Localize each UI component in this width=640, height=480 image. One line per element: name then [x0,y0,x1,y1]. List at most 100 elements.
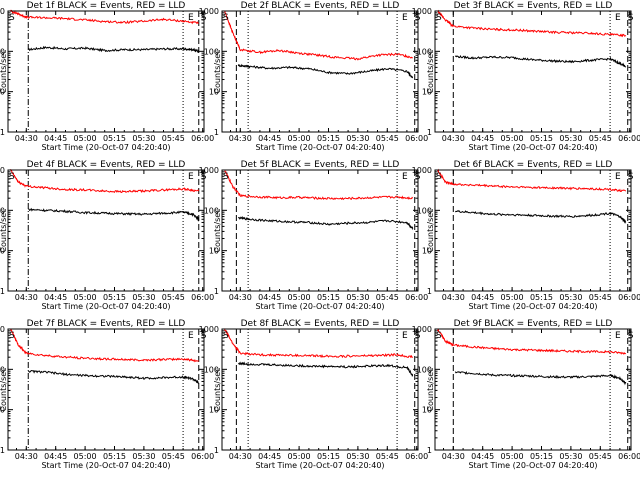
chart-panel: Det 2f BLACK = Events, RED = LLD Start Ti… [199,1,429,152]
series-line-lld [224,170,414,201]
x-tick-label: 05:30 [132,293,155,302]
x-tick-label: 05:15 [317,134,340,143]
chart-title: Det 4f BLACK = Events, RED = LLD [27,160,186,170]
y-tick-label: 10 [209,406,219,415]
end-marker: E [615,13,621,23]
x-tick-label: 06:00 [618,134,640,143]
x-axis-label: Start Time (20-Oct-07 04:20:40) [255,302,384,311]
y-tick-label: 10 [209,247,219,256]
axes-frame [221,169,419,292]
x-axis-label: Start Time (20-Oct-07 04:20:40) [255,461,384,470]
series-line-events [237,215,414,231]
x-axis-label: Start Time (20-Oct-07 04:20:40) [41,143,170,152]
x-tick-label: 06:00 [191,452,214,461]
axes-frame [7,10,205,133]
y-tick-label: 1000 [0,325,5,334]
x-axis-label: Start Time (20-Oct-07 04:20:40) [468,143,597,152]
x-tick-label: 05:15 [317,452,340,461]
x-axis-label: Start Time (20-Oct-07 04:20:40) [468,461,597,470]
start-marker: S [9,172,15,182]
series-line-lld [10,169,200,194]
x-tick-label: 05:15 [103,452,126,461]
x-tick-label: 05:30 [559,293,582,302]
end-marker: E [188,13,194,23]
y-tick-label: 100 [204,365,219,374]
y-tick-label: 10 [0,88,5,97]
series-line-events [454,371,627,386]
x-tick-label: 04:30 [229,452,252,461]
x-tick-label: 04:30 [15,134,38,143]
chart-title: Det 5f BLACK = Events, RED = LLD [241,160,400,170]
x-tick-label: 05:00 [501,134,524,143]
x-tick-label: 05:45 [162,293,185,302]
chart-title: Det 3f BLACK = Events, RED = LLD [454,1,613,11]
chart-title: Det 2f BLACK = Events, RED = LLD [241,1,400,11]
y-axis-label: Counts/sec [213,367,222,411]
series-line-events [28,45,200,53]
x-tick-label: 05:45 [162,452,185,461]
y-tick-label: 1 [214,446,219,455]
chart-panel: Det 3f BLACK = Events, RED = LLD Start Ti… [412,1,640,152]
x-tick-label: 05:45 [589,134,612,143]
x-tick-label: 05:00 [74,452,97,461]
axes-frame [221,328,419,451]
chart-panel: Det 1f BLACK = Events, RED = LLD Start Ti… [0,1,214,152]
y-tick-label: 1 [427,446,432,455]
y-tick-label: 1000 [199,325,219,334]
chart-title: Det 9f BLACK = Events, RED = LLD [454,319,613,329]
y-tick-label: 100 [204,206,219,215]
x-tick-label: 05:45 [589,293,612,302]
x-tick-label: 05:15 [530,293,553,302]
y-tick-label: 1 [0,128,5,137]
x-tick-label: 05:30 [559,134,582,143]
y-tick-label: 1000 [412,166,432,175]
x-tick-label: 06:00 [191,134,214,143]
chart-title: Det 7f BLACK = Events, RED = LLD [27,319,186,329]
x-tick-label: 05:45 [589,452,612,461]
x-tick-label: 05:00 [74,293,97,302]
x-tick-label: 04:45 [258,452,281,461]
y-tick-label: 10 [422,247,432,256]
x-tick-label: 06:00 [405,452,428,461]
x-tick-label: 04:45 [44,452,67,461]
x-tick-label: 04:45 [258,134,281,143]
y-tick-label: 1000 [0,7,5,16]
x-tick-label: 05:30 [132,134,155,143]
y-tick-label: 1 [427,287,432,296]
start-marker: S [436,172,442,182]
series-line-lld [437,9,627,38]
x-tick-label: 06:00 [618,452,640,461]
x-tick-label: 05:00 [501,293,524,302]
y-tick-label: 1000 [199,166,219,175]
x-tick-label: 05:15 [530,452,553,461]
chart-panel: Det 4f BLACK = Events, RED = LLD Start Ti… [0,160,214,311]
y-tick-label: 1 [214,128,219,137]
x-tick-label: 05:15 [103,134,126,143]
start-marker-2: S [201,172,207,182]
chart-panel: Det 5f BLACK = Events, RED = LLD Start Ti… [199,160,429,311]
y-tick-label: 10 [209,88,219,97]
start-marker-2: S [415,331,421,341]
series-line-events [237,361,414,377]
x-tick-label: 06:00 [405,293,428,302]
start-marker-2: S [201,13,207,23]
end-marker: E [402,13,408,23]
x-tick-label: 05:15 [103,293,126,302]
y-tick-label: 100 [417,206,432,215]
x-axis-label: Start Time (20-Oct-07 04:20:40) [468,302,597,311]
axes-frame [221,10,419,133]
x-tick-label: 06:00 [405,134,428,143]
y-tick-label: 10 [0,406,5,415]
x-tick-label: 06:00 [618,293,640,302]
series-line-events [454,209,627,224]
series-line-lld [10,9,199,25]
y-tick-label: 1 [427,128,432,137]
series-line-lld [224,328,413,359]
end-marker: E [402,331,408,341]
x-axis-label: Start Time (20-Oct-07 04:20:40) [255,143,384,152]
y-tick-label: 1 [214,287,219,296]
y-axis-label: Counts/sec [213,208,222,252]
y-tick-label: 1000 [412,325,432,334]
y-tick-label: 100 [417,47,432,56]
